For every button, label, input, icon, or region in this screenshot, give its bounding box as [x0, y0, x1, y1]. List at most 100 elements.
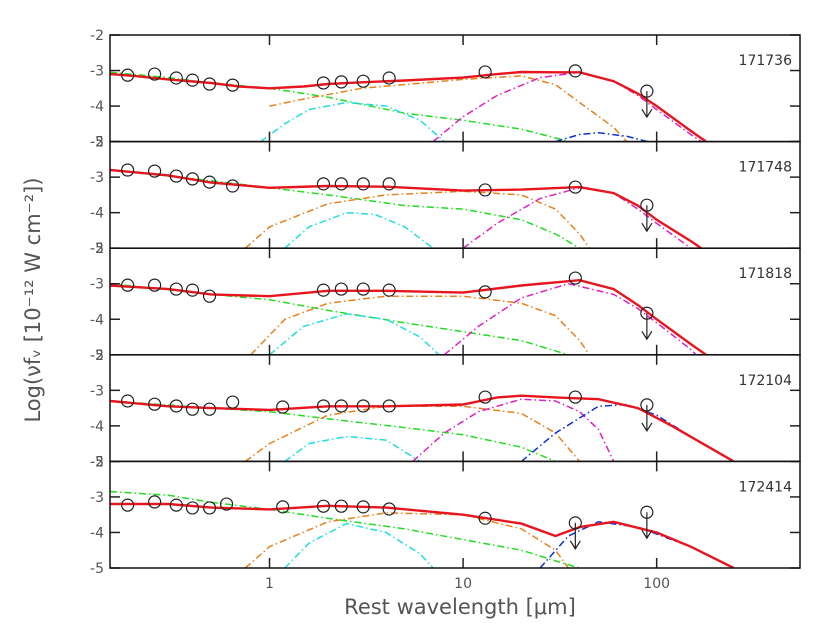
y-tick-label: -2 — [90, 135, 104, 151]
y-tick-label: -3 — [90, 170, 104, 186]
total-fit-line — [110, 278, 707, 355]
data-point — [185, 501, 200, 515]
data-point — [316, 177, 331, 191]
data-point — [202, 289, 217, 303]
y-tick-label: -4 — [90, 419, 104, 435]
component-line — [284, 435, 421, 462]
data-point — [356, 177, 370, 191]
upper-limit-arrow — [641, 205, 653, 233]
data-point — [356, 399, 370, 413]
data-point — [185, 73, 200, 87]
data-point — [568, 271, 582, 285]
data-point — [316, 499, 331, 513]
data-point — [478, 511, 492, 525]
data-point — [148, 397, 162, 411]
data-point — [334, 499, 348, 513]
data-point — [148, 164, 162, 178]
component-line — [110, 490, 580, 568]
data-point — [202, 175, 217, 189]
panel-label: 171736 — [739, 53, 793, 69]
upper-limit — [640, 505, 654, 540]
data-point — [148, 278, 162, 292]
data-point — [478, 285, 492, 299]
data-point — [382, 399, 396, 413]
component-line — [244, 512, 570, 568]
data-point — [382, 502, 396, 516]
upper-limit-arrow — [641, 404, 653, 433]
component-line — [284, 211, 434, 249]
y-tick-label: -4 — [90, 99, 104, 115]
x-tick-label: 1 — [265, 576, 274, 592]
y-tick-label: -5 — [90, 454, 104, 470]
component-line — [284, 522, 434, 568]
data-point — [148, 67, 162, 81]
data-point — [185, 402, 200, 416]
data-point — [382, 283, 396, 297]
y-tick-label: -2 — [90, 454, 104, 470]
data-point — [334, 399, 348, 413]
total-fit-line — [110, 394, 735, 462]
data-point — [185, 172, 200, 186]
data-point — [356, 74, 370, 88]
data-point — [356, 500, 370, 514]
data-point — [276, 400, 290, 414]
component-line — [250, 295, 591, 355]
y-tick-label: -5 — [90, 561, 104, 577]
data-point — [169, 282, 183, 296]
data-point — [226, 395, 240, 409]
upper-limit-arrow — [641, 512, 653, 540]
upper-limit — [640, 398, 654, 433]
data-point — [121, 498, 135, 512]
upper-limit — [640, 198, 654, 233]
upper-limit-arrow — [641, 313, 653, 341]
data-point — [478, 65, 492, 79]
y-tick-label: -4 — [90, 312, 104, 328]
component-line — [110, 400, 556, 462]
y-tick-label: -2 — [90, 348, 104, 364]
component-line — [269, 75, 628, 142]
panel-label: 171748 — [739, 160, 792, 176]
data-point — [121, 163, 135, 177]
total-fit-line — [110, 502, 735, 568]
y-tick-label: -2 — [90, 28, 104, 44]
y-tick-label: -3 — [90, 383, 104, 399]
panel — [110, 271, 707, 355]
data-point — [334, 75, 348, 89]
y-tick-label: -3 — [90, 490, 104, 506]
data-point — [202, 402, 217, 416]
y-tick-label: -5 — [90, 135, 104, 151]
data-point — [478, 390, 492, 404]
data-point — [568, 180, 582, 194]
panel-label: 172414 — [739, 479, 793, 495]
upper-limit — [568, 516, 582, 551]
component-line — [244, 405, 581, 462]
y-tick-label: -3 — [90, 64, 104, 80]
data-point — [568, 64, 582, 78]
component-line — [244, 190, 591, 249]
panel — [110, 390, 735, 462]
component-line — [260, 101, 445, 142]
total-fit-line — [110, 168, 702, 249]
data-point — [121, 68, 135, 82]
data-point — [169, 399, 183, 413]
data-point — [169, 498, 183, 512]
panel — [110, 163, 702, 249]
data-point — [226, 78, 240, 92]
data-point — [316, 76, 331, 90]
data-point — [219, 497, 234, 511]
data-point — [185, 283, 200, 297]
y-tick-label: -5 — [90, 348, 104, 364]
y-tick-label: -4 — [90, 525, 104, 541]
data-point — [316, 399, 331, 413]
x-axis-label: Rest wavelength [μm] — [344, 595, 576, 619]
upper-limit — [640, 306, 654, 341]
component-line — [520, 403, 735, 462]
y-axis-label: Log(νfᵥ [10⁻¹² W cm⁻²]) — [21, 177, 45, 422]
data-point — [276, 500, 290, 514]
data-point — [568, 390, 582, 404]
panel-label: 172104 — [739, 373, 793, 389]
y-tick-label: -4 — [90, 206, 104, 222]
data-point — [316, 283, 331, 297]
data-point — [148, 495, 162, 509]
